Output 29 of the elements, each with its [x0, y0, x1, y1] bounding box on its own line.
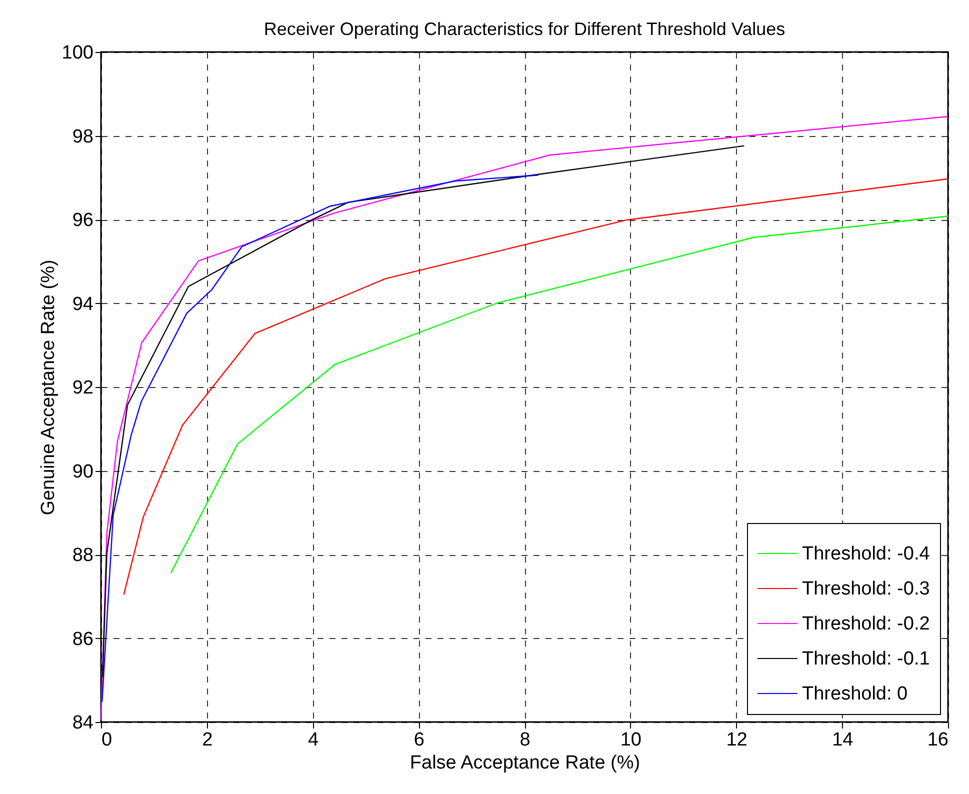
line-series: [123, 178, 949, 596]
x-tick-label: 14: [832, 730, 854, 750]
y-tick-label: 96: [72, 210, 94, 231]
y-tick-label: 98: [72, 126, 94, 148]
chart-title: Receiver Operating Characteristics for Different Threshold Values: [264, 19, 786, 39]
x-axis-title: False Acceptance Rate (%): [410, 752, 640, 774]
x-tick-label: 4: [308, 730, 319, 750]
line-series: [101, 174, 539, 702]
legend-label: Threshold: -0.3: [802, 578, 930, 600]
x-tick-label: 2: [202, 730, 213, 750]
y-tick-label: 94: [72, 294, 94, 315]
y-tick-label: 90: [72, 461, 94, 482]
x-tick-label: 8: [520, 730, 530, 750]
legend-label: Threshold: 0: [802, 684, 908, 704]
y-tick-label: 88: [72, 545, 94, 566]
x-tick-label: 12: [726, 730, 748, 750]
y-tick-label: 86: [72, 628, 94, 650]
x-tick-label: 16: [927, 730, 948, 750]
y-axis-title: Genuine Acceptance Rate (%): [38, 260, 59, 516]
x-tick-label: 10: [620, 730, 642, 750]
line-series: [170, 216, 949, 574]
legend-label: Threshold: -0.4: [802, 544, 930, 564]
y-tick-label: 92: [72, 378, 94, 398]
y-tick-label: 100: [62, 42, 94, 64]
y-tick-label: 84: [72, 712, 94, 734]
x-tick-label: 6: [414, 730, 424, 750]
x-tick-label: 0: [102, 730, 112, 750]
legend-label: Threshold: -0.1: [802, 648, 930, 670]
legend-label: Threshold: -0.2: [802, 614, 930, 634]
